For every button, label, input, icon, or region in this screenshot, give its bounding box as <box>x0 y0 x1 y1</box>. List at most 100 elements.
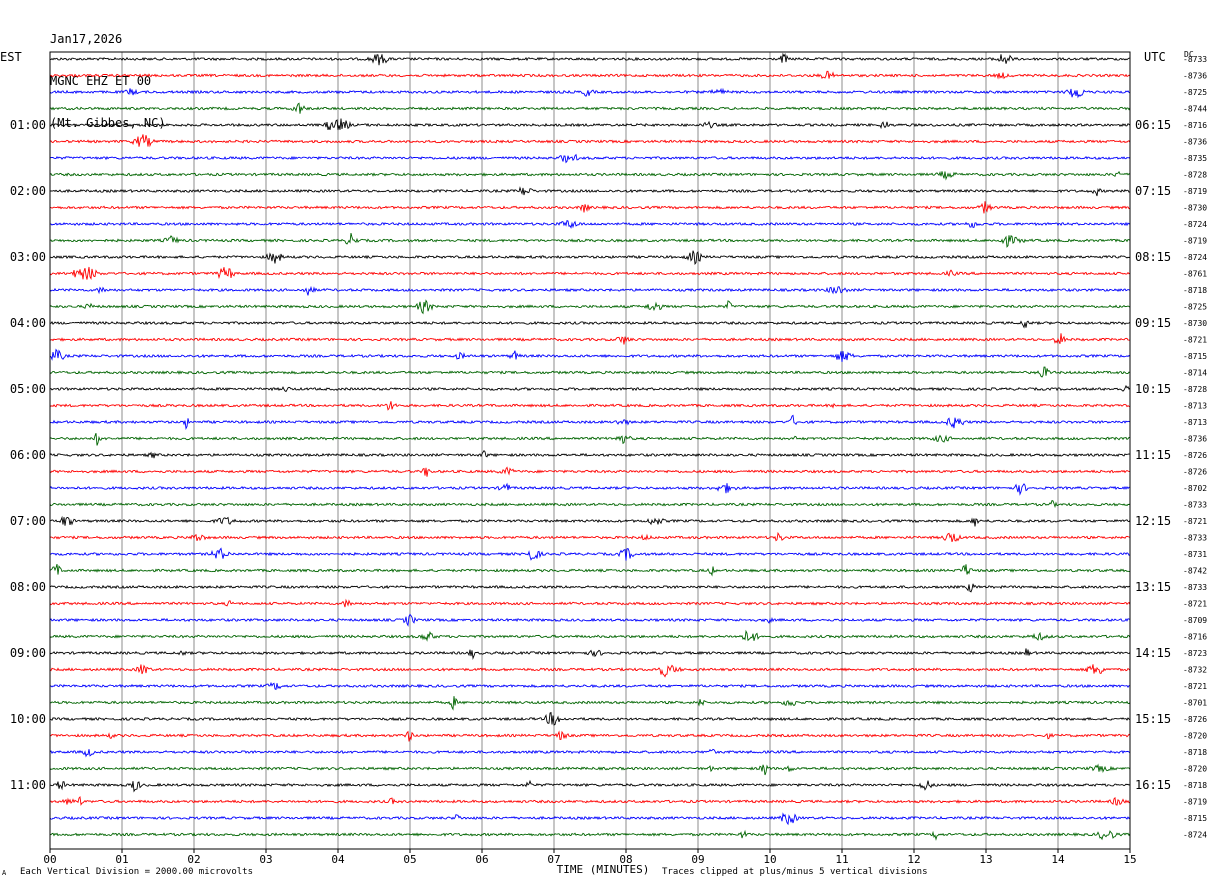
x-tick-label: 01 <box>115 853 128 866</box>
trace-line <box>49 449 1131 459</box>
dc-offset-label: -8730 <box>1183 319 1207 328</box>
left-hour-label: 10:00 <box>10 712 46 726</box>
left-hour-label: 06:00 <box>10 448 46 462</box>
seismic-traces <box>49 52 1131 841</box>
trace-line <box>49 779 1131 793</box>
x-tick-label: 00 <box>43 853 56 866</box>
x-tick-label: 15 <box>1123 853 1136 866</box>
dc-offset-label: -8733 <box>1183 583 1207 592</box>
trace-line <box>49 384 1131 393</box>
scale-note: Each Vertical Division = 2000.00 microvo… <box>20 867 253 877</box>
trace-line <box>49 186 1131 197</box>
x-tick-label: 04 <box>331 853 345 866</box>
dc-offset-label: -8718 <box>1183 781 1207 790</box>
right-hour-label: 11:15 <box>1135 448 1171 462</box>
dc-offset-label: -8761 <box>1183 270 1207 279</box>
trace-line <box>49 613 1131 627</box>
dc-offset-label: -8719 <box>1183 798 1207 807</box>
dc-offset-label: -8716 <box>1183 121 1207 130</box>
dc-offset-label: -8735 <box>1183 154 1207 163</box>
left-timezone-label: EST <box>0 50 22 64</box>
left-hour-label: 05:00 <box>10 382 46 396</box>
trace-line <box>50 219 1131 229</box>
dc-offset-label: -8730 <box>1183 204 1207 213</box>
trace-line <box>49 250 1131 266</box>
dc-offset-label: -8725 <box>1183 88 1207 97</box>
left-hour-label: 11:00 <box>10 778 46 792</box>
trace-line <box>49 153 1131 164</box>
trace-line <box>49 812 1131 826</box>
date-label: Jan17,2026 <box>50 32 123 46</box>
trace-line <box>49 466 1131 477</box>
trace-line <box>49 333 1131 345</box>
right-hour-label: 06:15 <box>1135 118 1171 132</box>
dc-offset-label: -8726 <box>1183 451 1207 460</box>
trace-line <box>49 201 1131 214</box>
x-tick-label: 06 <box>475 853 488 866</box>
trace-line <box>49 583 1131 593</box>
x-tick-label: 05 <box>403 853 416 866</box>
x-tick-label: 07 <box>547 853 560 866</box>
dc-offset-label: -8715 <box>1183 352 1207 361</box>
corner-mark: A <box>2 869 7 877</box>
dc-offset-label: -8719 <box>1183 187 1207 196</box>
right-hour-label: 08:15 <box>1135 250 1171 264</box>
trace-line <box>49 52 1131 66</box>
x-tick-label: 11 <box>835 853 848 866</box>
x-tick-label: 13 <box>979 853 992 866</box>
right-hour-label: 16:15 <box>1135 778 1171 792</box>
right-hour-label: 07:15 <box>1135 184 1171 198</box>
left-hour-label: 07:00 <box>10 514 46 528</box>
dc-offset-label: -8721 <box>1183 682 1207 691</box>
left-hour-label: 04:00 <box>10 316 46 330</box>
dc-offset-label: -8744 <box>1183 105 1207 114</box>
trace-line <box>49 500 1131 509</box>
dc-offset-label: -8736 <box>1183 435 1207 444</box>
trace-line <box>49 232 1131 248</box>
trace-line <box>49 648 1131 660</box>
trace-line <box>49 414 1131 431</box>
trace-line <box>49 696 1131 711</box>
trace-line <box>49 748 1131 758</box>
dc-offset-label: -8723 <box>1183 649 1207 658</box>
dc-offset-label: -8719 <box>1183 237 1207 246</box>
dc-offset-label: -8716 <box>1183 633 1207 642</box>
dc-offset-label: -8714 <box>1183 369 1207 378</box>
trace-line <box>49 87 1131 99</box>
dc-offset-labels: -8733 -8736 -8725 -8744 -8716 -8736 -8735 -8728… <box>1183 55 1207 840</box>
dc-offset-label: -8731 <box>1183 550 1207 559</box>
dc-offset-label: -8736 <box>1183 72 1207 81</box>
trace-line <box>49 134 1131 148</box>
trace-line <box>49 531 1131 543</box>
dc-offset-label: -8732 <box>1183 666 1207 675</box>
trace-line <box>49 629 1131 642</box>
dc-offset-label: -8721 <box>1183 517 1207 526</box>
left-hour-label: 08:00 <box>10 580 46 594</box>
dc-offset-label: -8713 <box>1183 418 1207 427</box>
right-hour-label: 13:15 <box>1135 580 1171 594</box>
trace-line <box>49 664 1131 678</box>
trace-line <box>49 102 1131 114</box>
dc-offset-label: -8721 <box>1183 600 1207 609</box>
dc-offset-label: -8725 <box>1183 303 1207 312</box>
dc-offset-label: -8736 <box>1183 138 1207 147</box>
right-hour-label: 12:15 <box>1135 514 1171 528</box>
dc-offset-label: -8720 <box>1183 732 1207 741</box>
x-tick-label: 08 <box>619 853 632 866</box>
trace-line <box>49 299 1131 315</box>
trace-line <box>49 795 1131 806</box>
trace-line <box>49 432 1131 446</box>
trace-line <box>49 266 1131 281</box>
dc-offset-label: -8724 <box>1183 831 1207 840</box>
x-axis-ticks: 00 01 02 03 04 05 06 07 08 09 10 11 12 13 14 15 <box>43 849 1137 866</box>
dc-offset-label: -8726 <box>1183 715 1207 724</box>
trace-line <box>49 401 1131 411</box>
right-hour-label: 10:15 <box>1135 382 1171 396</box>
x-tick-label: 10 <box>763 853 776 866</box>
dc-offset-label: -8733 <box>1183 55 1207 64</box>
trace-line <box>49 598 1131 608</box>
dc-offset-label: -8733 <box>1183 534 1207 543</box>
right-hour-label: 15:15 <box>1135 712 1171 726</box>
trace-line <box>50 681 1131 691</box>
